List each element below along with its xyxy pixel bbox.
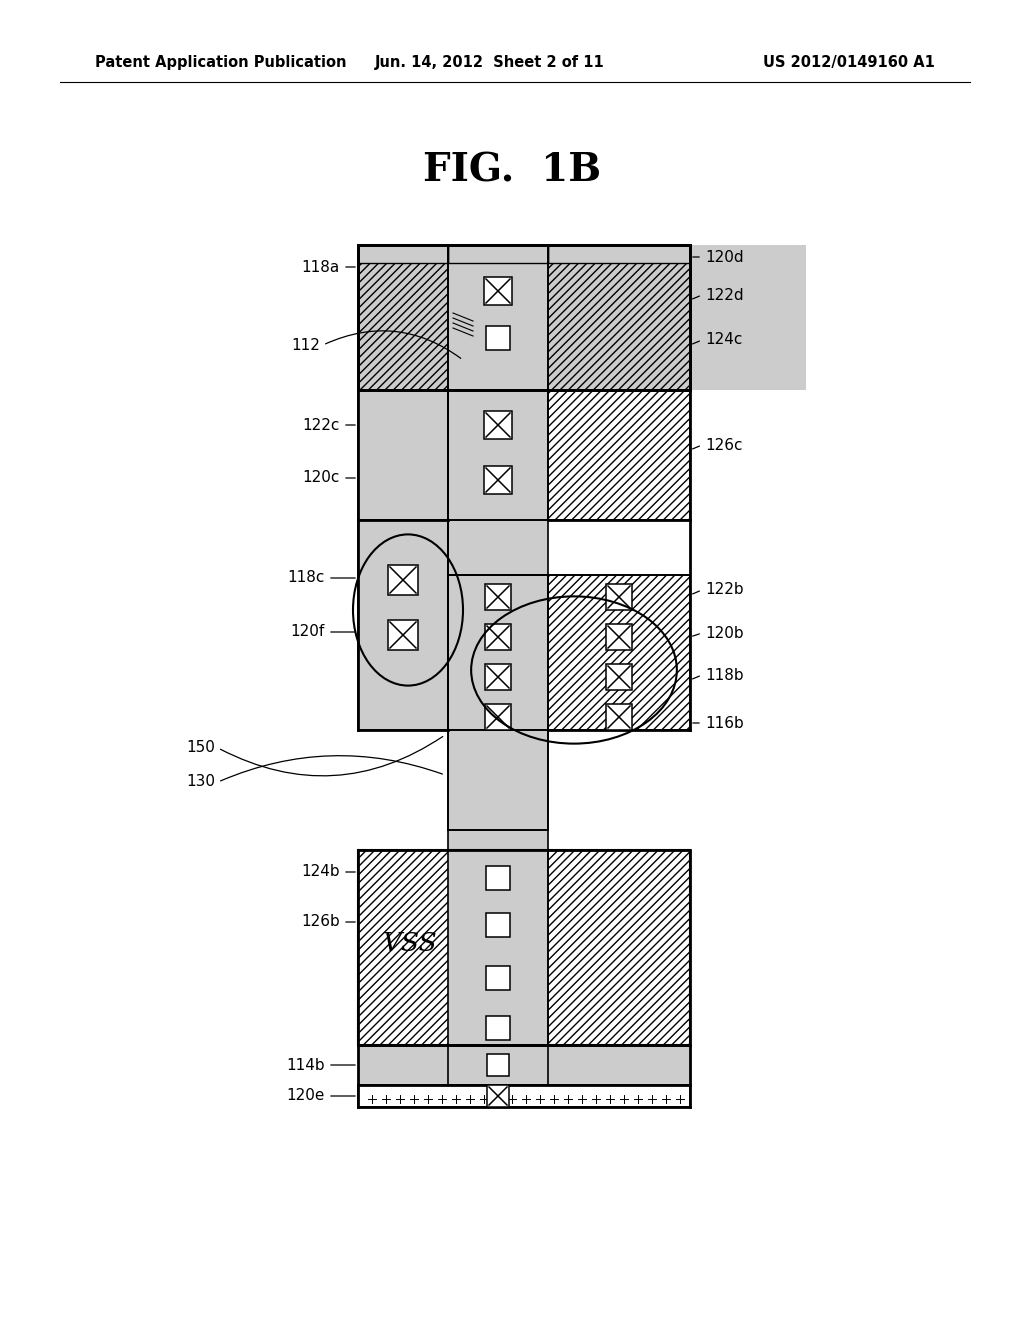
Bar <box>548 389 690 520</box>
Bar <box>606 583 632 610</box>
Bar <box>449 850 548 1045</box>
Bar <box>548 263 690 389</box>
Bar <box>485 704 511 730</box>
Bar <box>548 246 690 389</box>
Bar <box>358 520 449 730</box>
Bar <box>548 576 690 730</box>
Bar <box>358 1085 690 1107</box>
Bar <box>358 246 449 389</box>
Bar <box>487 1085 509 1107</box>
Text: 126c: 126c <box>705 437 742 453</box>
Bar <box>449 520 548 576</box>
Bar <box>449 246 548 389</box>
Bar <box>485 624 511 649</box>
Text: 126b: 126b <box>301 915 340 929</box>
Bar <box>358 389 449 520</box>
Bar <box>449 830 548 850</box>
Bar <box>485 664 511 690</box>
Bar <box>449 246 548 263</box>
Bar <box>484 277 512 305</box>
Bar <box>449 246 548 389</box>
Text: 122b: 122b <box>705 582 743 598</box>
Bar <box>606 624 632 649</box>
Bar <box>358 389 449 520</box>
Bar <box>449 1045 548 1085</box>
Text: 118c: 118c <box>288 570 325 586</box>
Bar <box>487 1053 509 1076</box>
Bar <box>486 1016 510 1040</box>
Bar <box>548 576 690 730</box>
Bar <box>484 411 512 440</box>
Bar <box>486 913 510 937</box>
Bar <box>486 326 510 350</box>
Text: 124b: 124b <box>301 865 340 879</box>
Text: 120f: 120f <box>291 624 325 639</box>
Text: 114b: 114b <box>287 1057 325 1072</box>
Bar <box>358 850 690 1045</box>
Bar <box>449 576 548 730</box>
Text: Jun. 14, 2012  Sheet 2 of 11: Jun. 14, 2012 Sheet 2 of 11 <box>375 55 605 70</box>
Bar <box>449 520 548 730</box>
Bar <box>606 704 632 730</box>
Bar <box>358 1045 690 1085</box>
Text: 112: 112 <box>291 338 319 352</box>
Text: 118a: 118a <box>302 260 340 275</box>
Bar <box>358 520 449 730</box>
Bar <box>358 246 806 389</box>
Text: US 2012/0149160 A1: US 2012/0149160 A1 <box>763 55 935 70</box>
Bar <box>486 866 510 890</box>
Bar <box>548 389 690 520</box>
Text: 120e: 120e <box>287 1089 325 1104</box>
Text: 116b: 116b <box>705 715 743 730</box>
Bar <box>449 850 548 1045</box>
Text: 118b: 118b <box>705 668 743 682</box>
Bar <box>484 466 512 494</box>
Bar <box>388 565 418 595</box>
Text: 150: 150 <box>186 741 215 755</box>
Bar <box>548 246 690 389</box>
Bar <box>449 730 548 830</box>
Bar <box>449 389 548 520</box>
Bar <box>548 246 690 263</box>
Text: 122c: 122c <box>303 417 340 433</box>
Bar <box>358 246 449 263</box>
Text: Patent Application Publication: Patent Application Publication <box>95 55 346 70</box>
Bar <box>388 620 418 649</box>
Bar <box>449 1045 548 1085</box>
Text: 122d: 122d <box>705 288 743 302</box>
Bar <box>485 583 511 610</box>
Bar <box>606 664 632 690</box>
Bar <box>449 730 548 830</box>
Text: 124c: 124c <box>705 333 742 347</box>
Bar <box>358 263 449 389</box>
Bar <box>449 389 548 520</box>
Text: 120d: 120d <box>705 249 743 264</box>
Bar <box>486 966 510 990</box>
Text: 120b: 120b <box>705 626 743 640</box>
Text: 130: 130 <box>186 775 215 789</box>
Bar <box>358 1045 690 1085</box>
Bar <box>358 246 690 389</box>
Text: 120c: 120c <box>303 470 340 486</box>
Bar <box>358 850 690 1045</box>
Text: FIG.  1B: FIG. 1B <box>423 150 601 189</box>
Text: VSS: VSS <box>383 931 437 956</box>
